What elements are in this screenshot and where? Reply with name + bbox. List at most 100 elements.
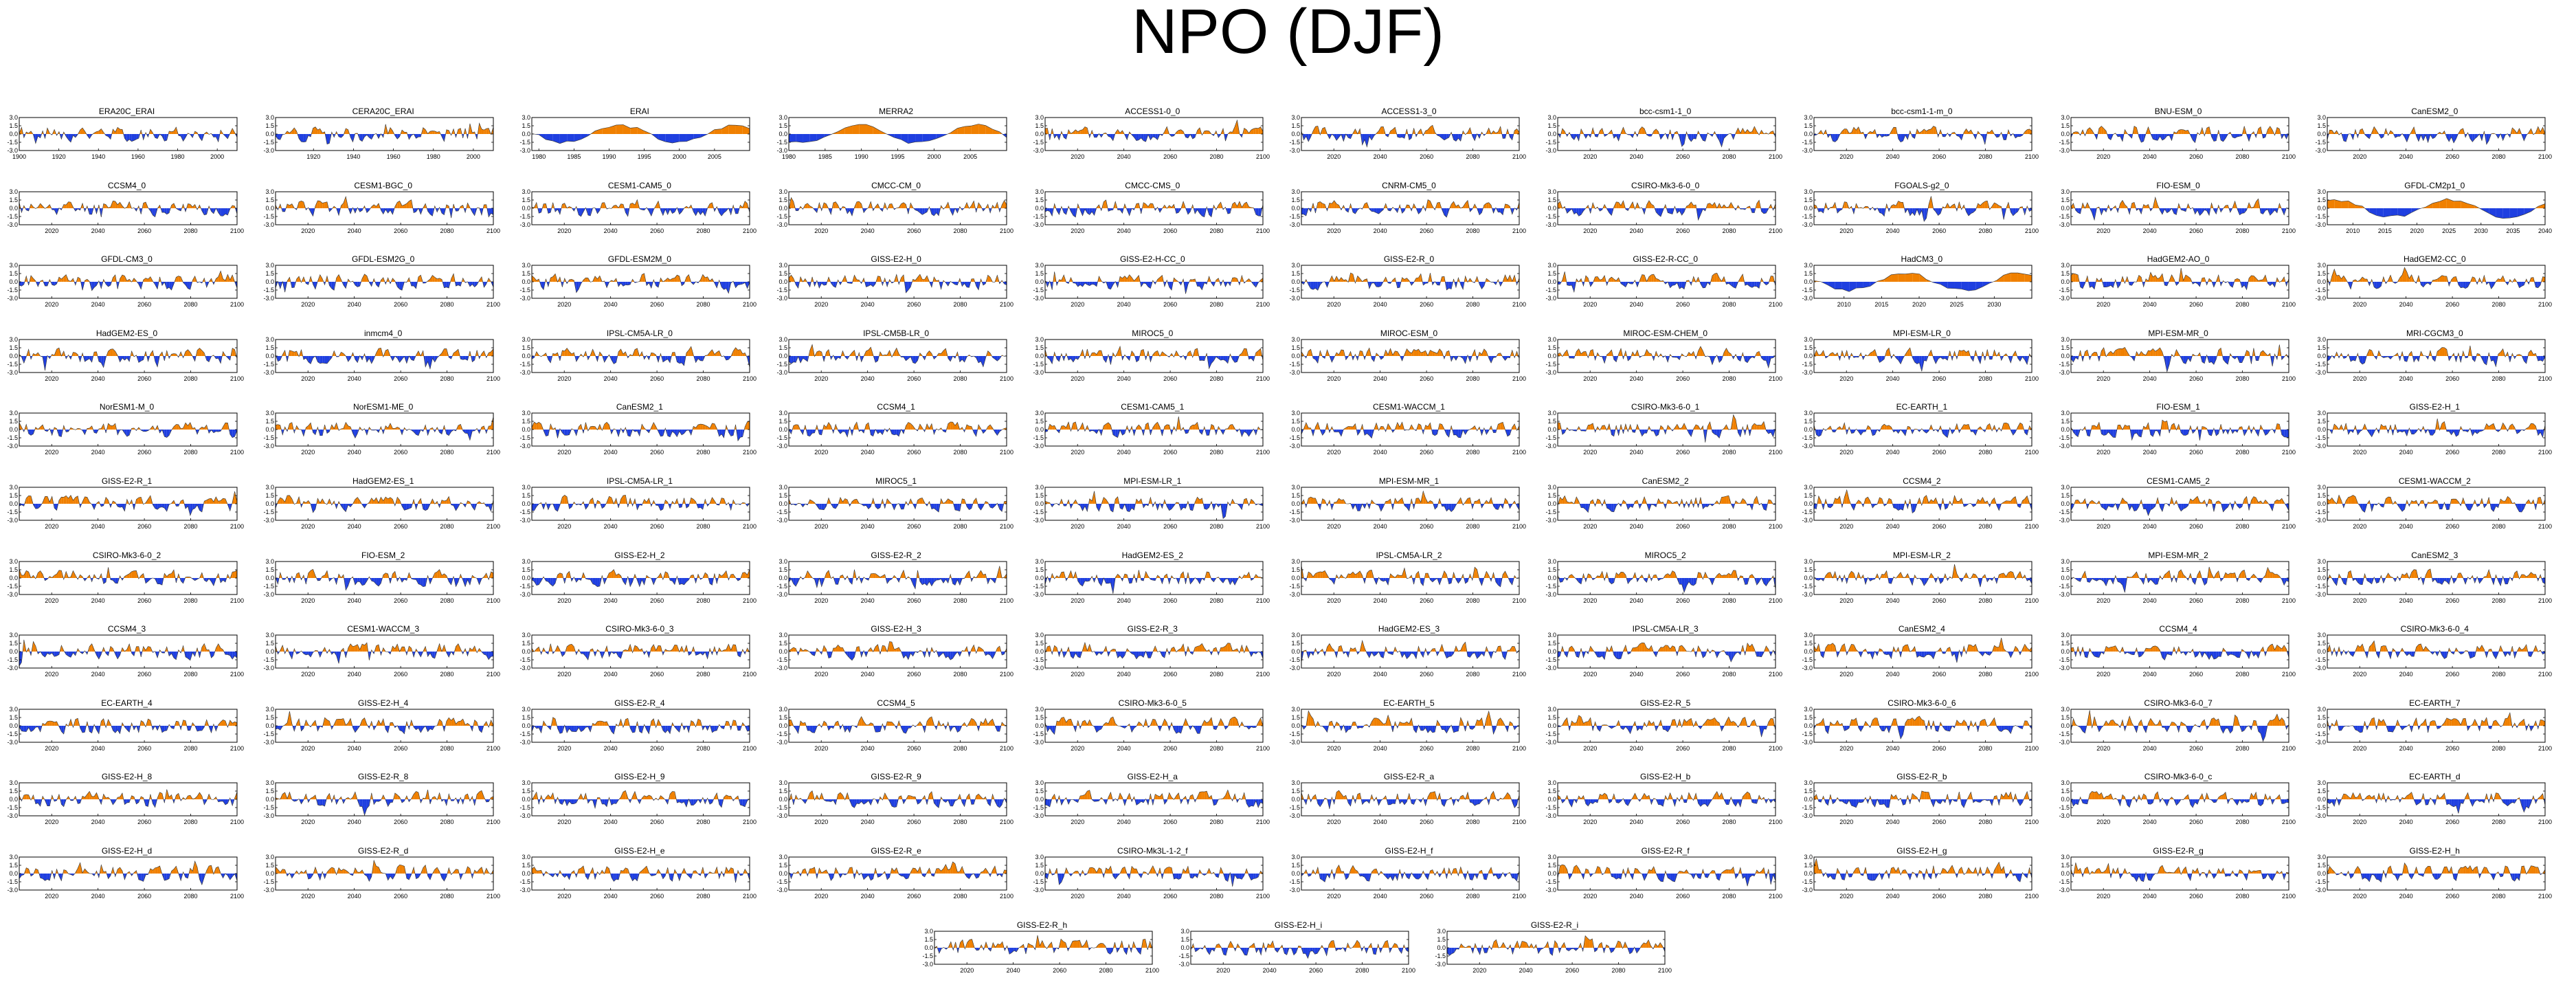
y-tick-label: 3.0 bbox=[1035, 114, 1044, 121]
area-segment bbox=[38, 134, 40, 138]
area-segment bbox=[1336, 134, 1339, 140]
panel-title: CNRM-CM5_0 bbox=[1288, 181, 1530, 190]
x-tick-label: 2080 bbox=[1209, 301, 1223, 308]
x-tick-label: 2060 bbox=[1676, 301, 1690, 308]
area-segment bbox=[1976, 282, 1983, 290]
area-segment bbox=[164, 134, 166, 141]
area-segment bbox=[124, 134, 126, 142]
area-segment bbox=[623, 124, 630, 134]
x-tick-label: 2005 bbox=[963, 153, 977, 160]
x-tick-label: 1980 bbox=[171, 153, 185, 160]
area-segment bbox=[337, 275, 339, 282]
panel-title: GFDL-ESM2M_0 bbox=[518, 254, 761, 264]
area-segment bbox=[162, 208, 164, 212]
area-segment bbox=[726, 282, 728, 293]
x-tick-label: 2020 bbox=[1583, 301, 1597, 308]
area-segment bbox=[642, 274, 645, 282]
area-segment bbox=[560, 134, 567, 144]
area-segment bbox=[473, 208, 475, 216]
area-segment bbox=[2075, 274, 2077, 282]
x-tick-label: 2040 bbox=[604, 301, 618, 308]
x-tick-label: 2100 bbox=[2282, 227, 2296, 234]
area-segment bbox=[69, 201, 71, 208]
x-tick-label: 1960 bbox=[387, 153, 401, 160]
area-segment bbox=[638, 127, 645, 134]
area-segment bbox=[1747, 282, 1749, 287]
y-tick-label: -3.0 bbox=[520, 221, 531, 228]
x-tick-label: 2060 bbox=[394, 227, 407, 234]
area-segment bbox=[859, 124, 866, 134]
area-segment bbox=[789, 275, 791, 282]
area-segment bbox=[1595, 277, 1598, 282]
y-tick-label: 1.5 bbox=[9, 122, 18, 129]
area-segment bbox=[1235, 120, 1237, 134]
area-segment bbox=[2454, 201, 2461, 208]
area-segment bbox=[595, 276, 597, 282]
area-segment bbox=[2502, 208, 2509, 219]
x-tick-label: 1980 bbox=[782, 153, 796, 160]
y-tick-label: 0.0 bbox=[266, 278, 275, 285]
area-segment bbox=[374, 204, 376, 208]
x-tick-label: 2080 bbox=[2491, 301, 2505, 308]
series-line bbox=[2327, 267, 2545, 289]
y-tick-label: 0.0 bbox=[1035, 205, 1044, 212]
area-segment bbox=[186, 282, 188, 289]
area-segment bbox=[327, 134, 329, 144]
y-tick-label: 1.5 bbox=[266, 270, 275, 277]
area-segment bbox=[1920, 274, 1927, 282]
area-segment bbox=[302, 201, 304, 208]
y-tick-label: 0.0 bbox=[1804, 278, 1813, 285]
x-tick-label: 2060 bbox=[650, 301, 664, 308]
area-segment bbox=[341, 203, 344, 208]
area-segment bbox=[612, 356, 614, 364]
area-segment bbox=[1943, 134, 1945, 137]
area-segment bbox=[1458, 134, 1460, 141]
y-tick-label: -1.5 bbox=[7, 361, 18, 368]
area-segment bbox=[1218, 202, 1220, 208]
area-segment bbox=[1315, 282, 1317, 290]
y-tick-label: -1.5 bbox=[7, 213, 18, 220]
area-segment bbox=[1134, 134, 1136, 141]
area-segment bbox=[1428, 127, 1430, 134]
area-segment bbox=[1569, 282, 1571, 286]
area-segment bbox=[2150, 272, 2152, 282]
area-segment bbox=[400, 282, 402, 290]
y-tick-label: -1.5 bbox=[2059, 213, 2070, 220]
y-tick-label: 1.5 bbox=[266, 197, 275, 203]
area-segment bbox=[1437, 282, 1440, 285]
area-segment bbox=[686, 350, 688, 356]
area-segment bbox=[2404, 208, 2411, 216]
x-tick-label: 2100 bbox=[1256, 153, 1270, 160]
area-segment bbox=[1104, 200, 1106, 208]
x-tick-label: 2080 bbox=[2235, 301, 2249, 308]
area-segment bbox=[581, 134, 588, 140]
panel-title: FGOALS-g2_0 bbox=[1800, 181, 2043, 190]
area-segment bbox=[1157, 278, 1159, 282]
area-segment bbox=[1757, 200, 1759, 208]
x-tick-label: 2080 bbox=[1723, 301, 1736, 308]
x-tick-label: 2040 bbox=[2538, 227, 2552, 234]
area-segment bbox=[1719, 134, 1721, 147]
y-tick-label: -3.0 bbox=[1033, 147, 1044, 154]
area-segment bbox=[484, 204, 486, 208]
y-tick-label: -1.5 bbox=[2315, 287, 2326, 293]
area-segment bbox=[325, 201, 327, 208]
area-segment bbox=[1703, 282, 1705, 288]
area-segment bbox=[1456, 134, 1458, 141]
y-tick-label: -1.5 bbox=[264, 287, 275, 293]
area-segment bbox=[1446, 282, 1448, 290]
x-tick-label: 2020 bbox=[301, 301, 315, 308]
y-tick-label: 3.0 bbox=[2061, 262, 2070, 269]
y-tick-label: -3.0 bbox=[1546, 221, 1557, 228]
area-segment bbox=[1833, 134, 1835, 142]
y-tick-label: 0.0 bbox=[2061, 205, 2070, 212]
area-segment bbox=[2141, 134, 2143, 142]
